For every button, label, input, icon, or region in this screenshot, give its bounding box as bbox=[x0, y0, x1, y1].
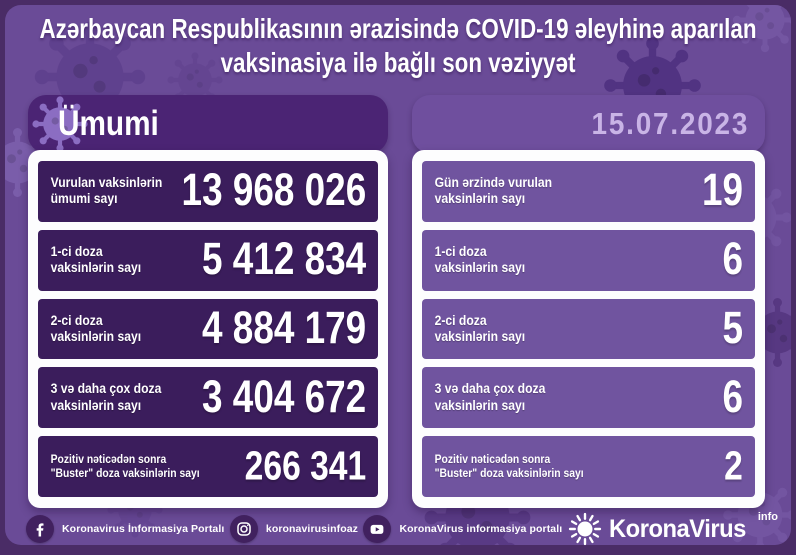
stat-row-first-dose: 1-ci doza vaksinlərin sayı 5 412 834 bbox=[38, 229, 378, 291]
brand-suffix: info bbox=[757, 511, 778, 523]
koronavirus-logo: KoronaVirus info bbox=[568, 511, 778, 546]
facebook-account: Koronavirus İnformasiya Portalı bbox=[26, 515, 224, 543]
stat-label: 2-ci doza vaksinlərin sayı bbox=[434, 312, 526, 344]
brand-name: KoronaVirus bbox=[608, 514, 746, 543]
stat-value: 13 968 026 bbox=[181, 164, 366, 216]
stat-value: 6 bbox=[722, 233, 743, 285]
stat-value: 4 884 179 bbox=[201, 301, 366, 353]
total-section-title: Ümumi bbox=[58, 104, 159, 143]
stat-label: 3 və daha çox doza vaksinlərin sayı bbox=[434, 381, 546, 413]
stat-label: Vurulan vaksinlərin ümumi sayı bbox=[50, 174, 163, 207]
stat-label: 3 və daha çox doza vaksinlərin sayı bbox=[50, 381, 162, 413]
stat-label: 1-ci doza vaksinlərin sayı bbox=[50, 243, 142, 276]
stat-label: 2-ci doza vaksinlərin sayı bbox=[50, 312, 142, 344]
daily-stats-card: Gün ərzində vurulan vaksinlərin sayı 19 1… bbox=[412, 150, 765, 508]
stat-label: Pozitiv nəticədən sonra "Buster" doza vak… bbox=[50, 453, 200, 480]
instagram-account: koronavirusinfoaz bbox=[229, 515, 359, 543]
stat-value: 6 bbox=[722, 370, 743, 422]
report-date: 15.07.2023 bbox=[591, 106, 749, 141]
total-stats-card: Vurulan vaksinlərin ümumi sayı 13 968 026… bbox=[28, 150, 388, 508]
stat-value: 2 bbox=[724, 442, 743, 489]
stat-value: 5 412 834 bbox=[201, 233, 366, 285]
stat-row-total-vaccines: Vurulan vaksinlərin ümumi sayı 13 968 026 bbox=[38, 161, 378, 222]
facebook-icon bbox=[26, 515, 54, 543]
stat-label: Gün ərzində vurulan vaksinlərin sayı bbox=[434, 174, 553, 207]
instagram-label: koronavirusinfoaz bbox=[265, 523, 359, 535]
stat-value: 3 404 672 bbox=[201, 370, 366, 422]
stat-row-booster-dose: Pozitiv nəticədən sonra "Buster" doza vak… bbox=[38, 436, 378, 497]
poster-title-line1: Azərbaycan Respublikasının ərazisində CO… bbox=[39, 13, 757, 44]
stat-value: 19 bbox=[701, 164, 743, 216]
youtube-icon bbox=[363, 515, 392, 543]
footer: Koronavirus İnformasiya Portalı koronavi… bbox=[26, 511, 778, 547]
youtube-account: KoronaVirus informasiya portalı bbox=[363, 515, 562, 543]
stat-value: 5 bbox=[722, 301, 743, 353]
stat-row-daily-first-dose: 1-ci doza vaksinlərin sayı 6 bbox=[422, 229, 755, 291]
facebook-label: Koronavirus İnformasiya Portalı bbox=[62, 523, 225, 535]
stat-row-daily-vaccines: Gün ərzində vurulan vaksinlərin sayı 19 bbox=[422, 161, 755, 222]
virus-sun-icon bbox=[568, 512, 602, 546]
stat-row-daily-second-dose: 2-ci doza vaksinlərin sayı 5 bbox=[422, 298, 755, 360]
date-section-header: 15.07.2023 bbox=[412, 95, 765, 153]
instagram-icon bbox=[229, 515, 258, 543]
stat-row-daily-booster-dose: Pozitiv nəticədən sonra "Buster" doza vak… bbox=[422, 436, 755, 497]
stat-row-second-dose: 2-ci doza vaksinlərin sayı 4 884 179 bbox=[38, 298, 378, 360]
stat-label: 1-ci doza vaksinlərin sayı bbox=[434, 243, 526, 276]
total-section-header: Ümumi bbox=[28, 95, 388, 153]
stat-row-third-dose: 3 və daha çox doza vaksinlərin sayı 3 404… bbox=[38, 367, 378, 429]
poster-title-line2: vaksinasiya ilə bağlı son vəziyyət bbox=[220, 47, 576, 78]
stat-row-daily-third-dose: 3 və daha çox doza vaksinlərin sayı 6 bbox=[422, 367, 755, 429]
stat-label: Pozitiv nəticədən sonra "Buster" doza vak… bbox=[434, 453, 584, 480]
youtube-label: KoronaVirus informasiya portalı bbox=[399, 523, 563, 535]
stat-value: 266 341 bbox=[244, 442, 366, 489]
